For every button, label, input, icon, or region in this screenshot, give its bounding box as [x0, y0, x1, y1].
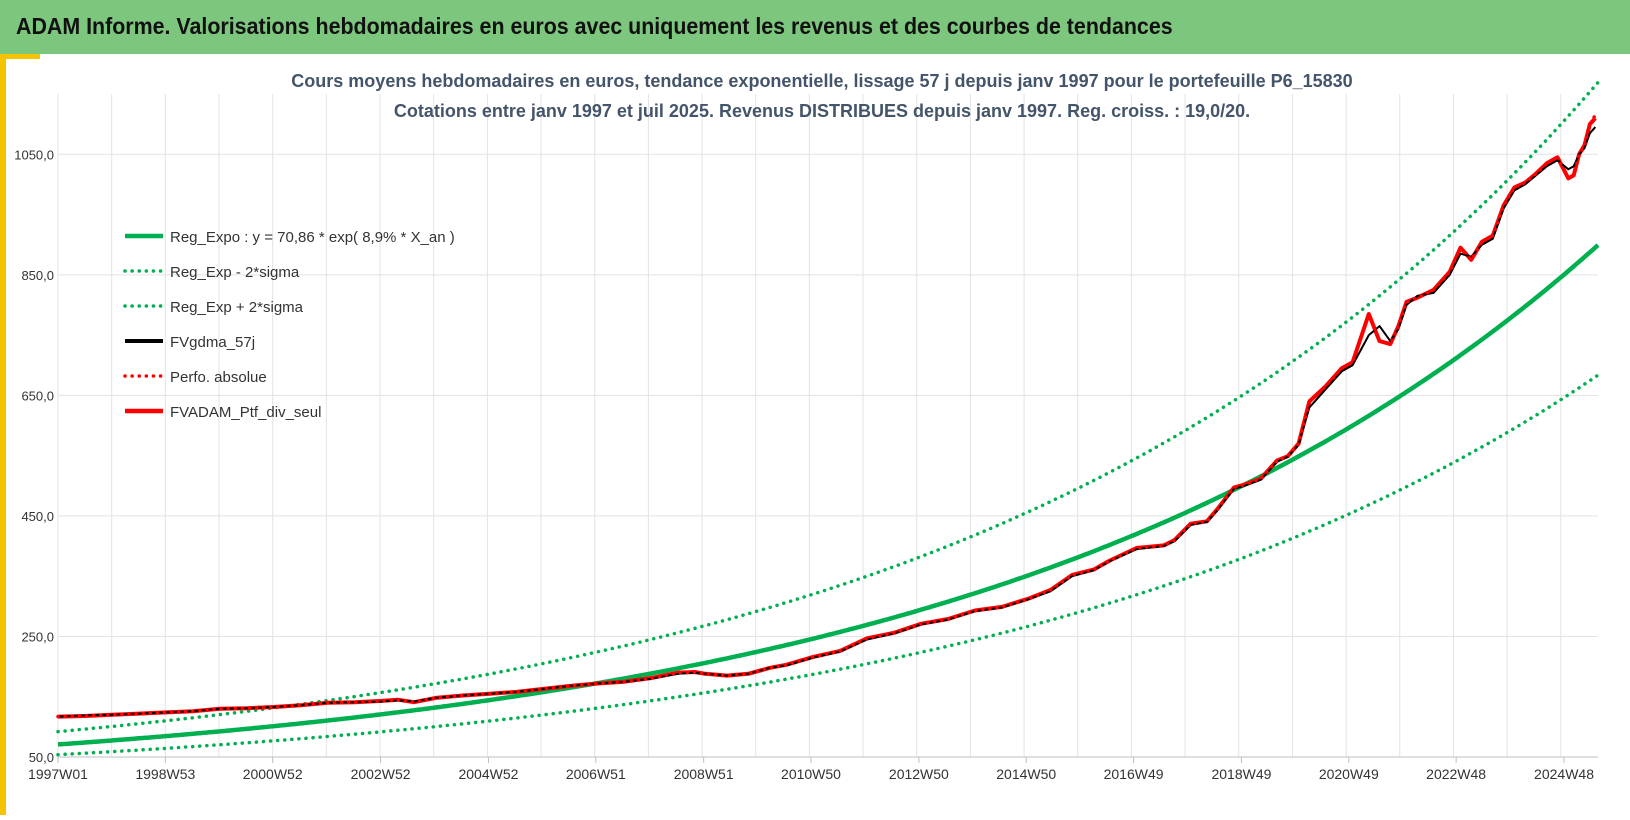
- y-tick-label: 50,0: [29, 750, 54, 765]
- legend-label: Reg_Expo : y = 70,86 * exp( 8,9% * X_an …: [170, 229, 455, 246]
- report-title: ADAM Informe. Valorisations hebdomadaire…: [16, 13, 1173, 39]
- x-tick-label: 2014W50: [996, 766, 1056, 782]
- legend-label: FVADAM_Ptf_div_seul: [170, 404, 321, 421]
- series-line-perfo-absolue: [56, 113, 1598, 719]
- axes: 50,0 250,0 450,0 650,0 850,0 1050,0 1997W01 199…: [14, 147, 1598, 782]
- x-tick-label: 2008W51: [674, 766, 734, 782]
- y-tick-label: 250,0: [21, 629, 54, 644]
- x-tick-label: 1998W53: [135, 766, 195, 782]
- x-tick-label: 2002W52: [351, 766, 411, 782]
- y-tick-label: 450,0: [21, 509, 54, 524]
- chart-title: Cours moyens hebdomadaires en euros, ten…: [291, 71, 1352, 91]
- y-tick-label: 1050,0: [14, 147, 54, 162]
- legend-label: Perfo. absolue: [170, 369, 267, 386]
- x-tick-label: 1997W01: [28, 766, 88, 782]
- x-tick-label: 2010W50: [781, 766, 841, 782]
- x-tick-label: 2022W48: [1426, 766, 1486, 782]
- x-tick-label: 2018W49: [1211, 766, 1271, 782]
- chart-area: 50,0 250,0 450,0 650,0 850,0 1050,0 1997W01 199…: [0, 54, 1630, 815]
- series-line-fvgdma: [57, 126, 1597, 718]
- series-line-trend-low: [56, 373, 1600, 757]
- y-tick-label: 850,0: [21, 268, 54, 283]
- x-tick-label: 2012W50: [889, 766, 949, 782]
- y-tick-label: 650,0: [21, 388, 54, 403]
- series-line-trend-high: [56, 80, 1600, 734]
- legend-label: Reg_Exp - 2*sigma: [170, 264, 300, 281]
- series: [56, 80, 1600, 757]
- x-tick-label: 2006W51: [566, 766, 626, 782]
- x-tick-label: 2016W49: [1104, 766, 1164, 782]
- line-chart: 50,0 250,0 450,0 650,0 850,0 1050,0 1997W01 199…: [14, 71, 1600, 782]
- x-tick-label: 2004W52: [458, 766, 518, 782]
- grid: [57, 94, 1598, 758]
- legend-label: Reg_Exp + 2*sigma: [170, 299, 304, 316]
- header-bar: ADAM Informe. Valorisations hebdomadaire…: [0, 0, 1630, 54]
- yellow-accent-top: [0, 54, 40, 59]
- x-tick-label: 2000W52: [243, 766, 303, 782]
- legend: Reg_Expo : y = 70,86 * exp( 8,9% * X_an …: [123, 229, 455, 421]
- yellow-accent-left: [0, 54, 6, 815]
- legend-label: FVgdma_57j: [170, 334, 255, 351]
- series-line-trend: [57, 243, 1600, 747]
- x-tick-label: 2024W48: [1534, 766, 1594, 782]
- chart-subtitle: Cotations entre janv 1997 et juil 2025. …: [394, 101, 1250, 121]
- x-tick-label: 2020W49: [1319, 766, 1379, 782]
